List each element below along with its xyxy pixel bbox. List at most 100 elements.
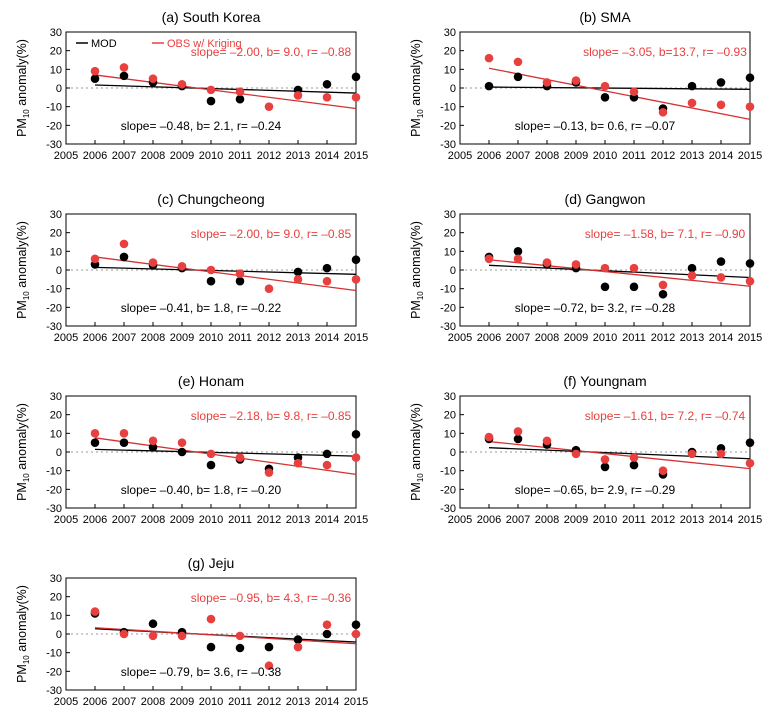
- obs-point: [629, 453, 639, 462]
- y-axis-label-main: PM: [409, 482, 423, 501]
- obs-fit-line: [488, 440, 751, 470]
- legend-obs-label: OBS w/ Kriging: [167, 38, 242, 50]
- x-tick-label: 2013: [680, 514, 704, 526]
- x-tick-label: 2011: [228, 150, 252, 162]
- x-tick-label: 2012: [651, 514, 675, 526]
- y-tick-label: -30: [46, 685, 62, 697]
- x-tick-label: 2010: [593, 150, 617, 162]
- y-tick-label: -10: [46, 466, 62, 478]
- obs-point: [513, 57, 523, 67]
- mod-point: [206, 460, 216, 470]
- obs-point: [687, 449, 697, 459]
- mod-fit-line: [94, 84, 357, 94]
- y-axis-label-sub: 10: [416, 291, 425, 300]
- x-tick-label: 2007: [112, 150, 136, 162]
- y-tick-label: -20: [46, 666, 62, 678]
- mod-point: [600, 282, 610, 292]
- y-axis-label-sub: 10: [416, 109, 425, 118]
- mod-fit-stats: slope= –0.79, b= 3.6, r= –0.38: [121, 665, 282, 679]
- mod-point: [658, 289, 668, 299]
- x-tick-label: 2007: [506, 150, 530, 162]
- obs-point: [206, 85, 216, 95]
- y-tick-label: -30: [46, 503, 62, 515]
- obs-point: [119, 629, 129, 639]
- x-tick-label: 2005: [54, 332, 78, 344]
- y-axis-label-main: PM: [15, 300, 29, 319]
- obs-point: [148, 631, 158, 641]
- x-tick-label: 2015: [344, 150, 368, 162]
- x-tick-label: 2009: [564, 332, 588, 344]
- obs-point: [687, 98, 697, 108]
- y-tick-label: 10: [50, 246, 62, 258]
- obs-point: [177, 631, 187, 641]
- obs-fit-line: [94, 74, 357, 110]
- mod-fit-line: [94, 266, 357, 275]
- y-axis-label: PM10 anomaly(%): [409, 403, 425, 501]
- mod-fit-line: [488, 86, 751, 90]
- x-tick-label: 2006: [477, 514, 501, 526]
- obs-point: [177, 79, 187, 89]
- x-tick-label: 2008: [535, 514, 559, 526]
- x-tick-label: 2005: [448, 332, 472, 344]
- panel-title: (b) SMA: [579, 9, 631, 25]
- y-axis-label-sub: 10: [416, 473, 425, 482]
- x-tick-label: 2013: [680, 150, 704, 162]
- mod-point: [745, 438, 755, 447]
- y-axis-label: PM10 anomaly(%): [15, 403, 31, 501]
- obs-point: [745, 276, 755, 286]
- mod-point: [322, 79, 332, 89]
- mod-point: [235, 94, 245, 104]
- mod-point: [629, 282, 639, 292]
- y-axis-label-sub: 10: [22, 473, 31, 482]
- x-tick-label: 2013: [286, 332, 310, 344]
- obs-point: [235, 631, 245, 641]
- obs-point: [90, 607, 100, 616]
- y-tick-label: 30: [50, 391, 62, 403]
- legend-mod-label: MOD: [91, 38, 117, 50]
- x-tick-label: 2014: [709, 514, 733, 526]
- obs-point: [235, 453, 245, 462]
- y-tick-label: -30: [46, 139, 62, 151]
- mod-point: [90, 74, 100, 83]
- obs-point: [600, 455, 610, 464]
- x-tick-label: 2007: [506, 514, 530, 526]
- y-tick-label: 10: [444, 246, 456, 258]
- mod-point: [235, 276, 245, 286]
- x-tick-label: 2011: [228, 514, 252, 526]
- x-tick-label: 2006: [83, 332, 107, 344]
- x-tick-label: 2014: [315, 150, 339, 162]
- x-tick-label: 2009: [564, 150, 588, 162]
- obs-point: [264, 284, 274, 293]
- y-tick-label: 30: [444, 27, 456, 39]
- obs-point: [322, 460, 332, 470]
- obs-fit-stats: slope= –0.95, b= 4.3, r= –0.36: [191, 591, 352, 605]
- obs-point: [206, 449, 216, 459]
- mod-point: [206, 642, 216, 652]
- x-tick-label: 2012: [257, 150, 281, 162]
- obs-point: [90, 254, 100, 264]
- x-tick-label: 2010: [199, 696, 223, 708]
- mod-fit-line: [94, 448, 357, 457]
- obs-point: [264, 102, 274, 111]
- x-tick-label: 2011: [228, 332, 252, 344]
- y-axis-label-main: PM: [15, 664, 29, 683]
- obs-point: [745, 102, 755, 111]
- mod-point: [293, 267, 303, 277]
- obs-point: [293, 91, 303, 100]
- x-tick-label: 2011: [228, 696, 252, 708]
- obs-point: [745, 458, 755, 468]
- y-tick-label: -30: [46, 321, 62, 333]
- obs-fit-stats: slope= –2.00, b= 9.0, r= –0.85: [191, 227, 352, 241]
- mod-point: [351, 255, 361, 265]
- x-tick-label: 2007: [506, 332, 530, 344]
- mod-point: [687, 263, 697, 273]
- x-tick-label: 2005: [54, 514, 78, 526]
- x-tick-label: 2015: [738, 150, 762, 162]
- mod-point: [206, 96, 216, 106]
- x-tick-label: 2008: [141, 514, 165, 526]
- panel-title: (g) Jeju: [188, 555, 235, 571]
- x-tick-label: 2014: [315, 696, 339, 708]
- x-tick-label: 2014: [315, 514, 339, 526]
- x-tick-label: 2010: [199, 332, 223, 344]
